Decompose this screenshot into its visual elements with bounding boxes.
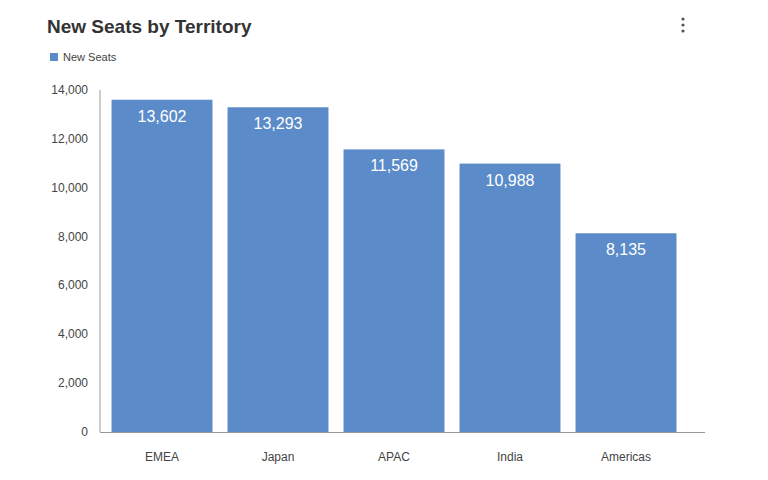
y-tick-label: 14,000 — [51, 83, 88, 97]
menu-dot — [681, 29, 684, 32]
data-label: 10,988 — [486, 172, 535, 189]
x-tick-label: India — [497, 450, 523, 464]
legend-swatch — [50, 53, 58, 61]
legend-label: New Seats — [63, 51, 117, 63]
bar — [460, 164, 561, 432]
y-tick-label: 8,000 — [58, 230, 88, 244]
menu-icon[interactable] — [681, 17, 684, 32]
bar — [344, 149, 445, 432]
x-axis-line — [100, 432, 705, 433]
data-label: 13,602 — [138, 108, 187, 125]
menu-dot — [681, 23, 684, 26]
bar — [228, 107, 329, 432]
page: {"chart_data": {"type": "bar", "title": … — [0, 0, 768, 480]
data-label: 11,569 — [370, 157, 418, 174]
y-tick-label: 6,000 — [58, 278, 88, 292]
title: New Seats by Territory — [47, 16, 252, 37]
x-tick-label: Japan — [262, 450, 295, 464]
y-tick-label: 10,000 — [51, 181, 88, 195]
x-tick-label: APAC — [378, 450, 410, 464]
legend: New Seats — [50, 51, 117, 63]
x-axis: EMEA Japan APAC India Americas — [100, 433, 705, 465]
y-axis: 0 2,000 4,000 6,000 8,000 10,000 12,000 14,000 — [51, 83, 100, 439]
data-label: 13,293 — [254, 115, 303, 132]
y-axis-line — [100, 90, 101, 432]
x-tick-label: Americas — [601, 450, 651, 464]
chart: New Seats by Territory New Seats 0 2,000 4,0… — [0, 0, 768, 480]
y-tick-label: 0 — [81, 425, 88, 439]
menu-dot — [681, 17, 684, 20]
x-tick-label: EMEA — [145, 450, 179, 464]
chart-container: New Seats by Territory New Seats 0 2,000 4,0… — [0, 0, 768, 480]
data-labels: 13,602 13,293 11,569 10,988 8,135 — [138, 108, 647, 259]
bars — [112, 100, 677, 432]
y-tick-label: 2,000 — [58, 376, 88, 390]
bar — [112, 100, 213, 432]
y-tick-label: 12,000 — [51, 132, 88, 146]
y-tick-label: 4,000 — [58, 327, 88, 341]
bar — [576, 233, 677, 432]
data-label: 8,135 — [606, 241, 646, 258]
